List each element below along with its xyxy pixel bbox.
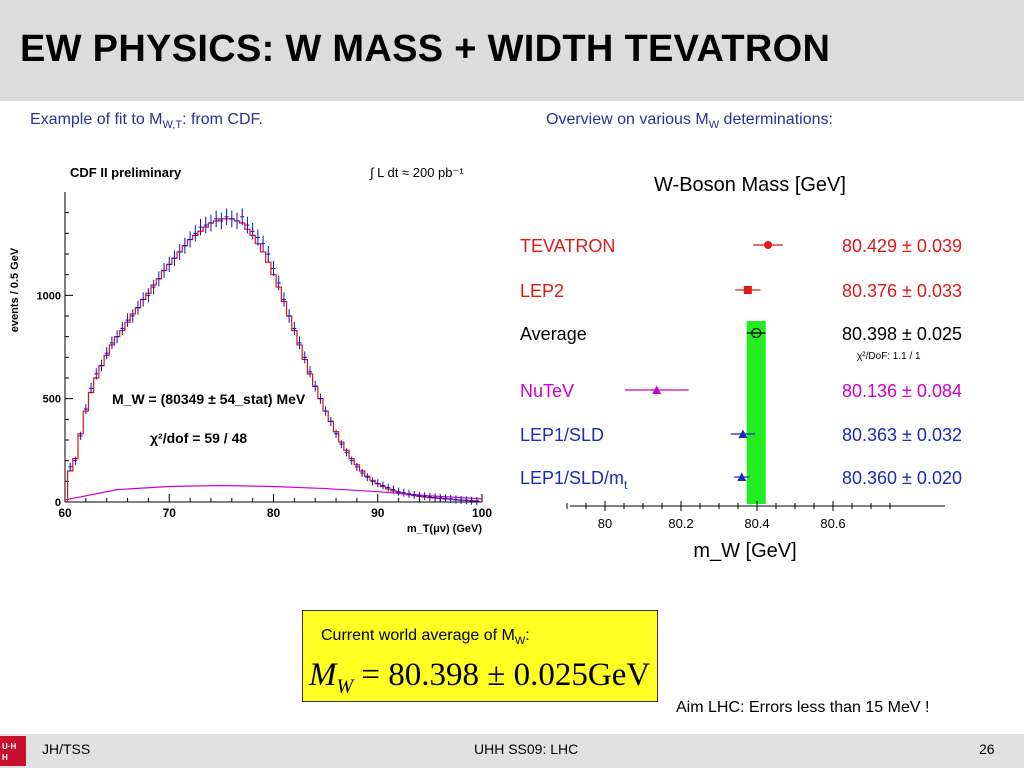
cdf-fit-chart: CDF II preliminary ∫ L dt ≈ 200 pb⁻¹ 60 70 8… — [9, 165, 492, 535]
fit-mass-annotation: M_W = (80349 ± 54_stat) MeV — [112, 391, 306, 407]
w-mass-chart-title: W-Boson Mass [GeV] — [654, 174, 846, 196]
world-average-label-sub: W — [514, 635, 526, 648]
w-mass-x-axis-label: m_W [GeV] — [693, 540, 796, 562]
measurement-label: LEP1/SLD — [520, 425, 604, 445]
w-mass-overview-chart: W-Boson Mass [GeV] 80 80.2 80.4 80.6 m_W [GeV… — [520, 174, 962, 562]
title-bar: EW PHYSICS: W MASS + WIDTH TEVATRON — [0, 0, 1024, 101]
world-average-box: Current world average of MW: MW = 80.398… — [302, 610, 658, 702]
cdf-x-axis-label: m_T(μν) (GeV) — [407, 523, 483, 535]
left-caption-sub: W,T — [162, 119, 183, 132]
cdf-x-tick-label: 60 — [58, 506, 72, 520]
average-band — [746, 321, 766, 504]
world-average-formula: MW = 80.398 ± 0.025GeV — [309, 657, 650, 699]
formula-m: M — [309, 657, 337, 693]
measurement-value: 80.360 ± 0.020 — [842, 468, 962, 488]
footer-course: UHH SS09: LHC — [474, 741, 579, 757]
world-average-label-prefix: Current world average of M — [321, 627, 515, 644]
right-caption-prefix: Overview on various M — [546, 111, 709, 128]
right-caption-suffix: determinations: — [719, 111, 833, 128]
chi2-dof-note: χ²/DoF: 1.1 / 1 — [857, 351, 921, 362]
measurement-label: Average — [520, 324, 587, 344]
measurement-value: 80.363 ± 0.032 — [842, 425, 962, 445]
w-mass-x-tick-label: 80.6 — [820, 516, 845, 531]
measurement-value: 80.136 ± 0.084 — [842, 381, 962, 401]
measurement-label-sub: t — [624, 478, 628, 492]
measurement-marker — [751, 327, 762, 339]
left-caption: Example of fit to MW,T: from CDF. — [30, 111, 263, 131]
footer-bar — [0, 734, 1024, 768]
footer-page-number: 26 — [979, 741, 995, 757]
w-mass-x-tick-label: 80.4 — [744, 516, 769, 531]
measurement-label: LEP2 — [520, 281, 564, 301]
cdf-x-tick-label: 90 — [371, 506, 385, 520]
measurement-value: 80.398 ± 0.025 — [842, 324, 962, 344]
right-caption: Overview on various MW determinations: — [546, 111, 833, 131]
measurement-marker — [738, 429, 748, 438]
world-average-label: Current world average of MW: — [321, 627, 530, 647]
world-average-label-suffix: : — [525, 627, 530, 644]
measurement-marker — [764, 241, 773, 249]
measurement-marker — [737, 472, 747, 481]
cdf-y-tick-label: 500 — [43, 394, 61, 406]
measurement-label: LEP1/SLD/mt — [520, 468, 628, 492]
luminosity-label: ∫ L dt ≈ 200 pb⁻¹ — [369, 165, 464, 180]
left-caption-suffix: : from CDF. — [182, 111, 263, 128]
uhh-logo: U·H H — [0, 736, 26, 766]
measurement-label: TEVATRON — [520, 236, 615, 256]
w-mass-x-tick-label: 80.2 — [668, 516, 693, 531]
left-caption-prefix: Example of fit to M — [30, 111, 163, 128]
cdf-x-tick-label: 70 — [163, 506, 177, 520]
cdf-x-tick-label: 80 — [267, 506, 281, 520]
w-mass-x-tick-label: 80 — [598, 516, 612, 531]
cdf-chart-title: CDF II preliminary — [70, 165, 182, 180]
measurement-value: 80.376 ± 0.033 — [842, 281, 962, 301]
measurement-value: 80.429 ± 0.039 — [842, 236, 962, 256]
svg-text:H: H — [2, 753, 8, 762]
slide-title: EW PHYSICS: W MASS + WIDTH TEVATRON — [20, 28, 831, 70]
aim-lhc-text: Aim LHC: Errors less than 15 MeV ! — [676, 699, 930, 716]
measurement-label: NuTeV — [520, 381, 574, 401]
footer-author: JH/TSS — [42, 741, 91, 757]
measurement-marker — [743, 286, 752, 294]
formula-rest: = 80.398 ± 0.025GeV — [353, 657, 651, 693]
chi2-annotation: χ²/dof = 59 / 48 — [150, 430, 247, 446]
cdf-x-tick-label: 100 — [472, 506, 492, 520]
right-caption-sub: W — [708, 119, 720, 132]
cdf-y-tick-label: 0 — [55, 497, 61, 509]
svg-text:U·H: U·H — [2, 742, 16, 751]
formula-sub: W — [336, 675, 354, 698]
measurement-marker — [652, 385, 662, 394]
cdf-y-tick-label: 1000 — [37, 290, 61, 302]
cdf-y-axis-label: events / 0.5 GeV — [9, 247, 21, 332]
